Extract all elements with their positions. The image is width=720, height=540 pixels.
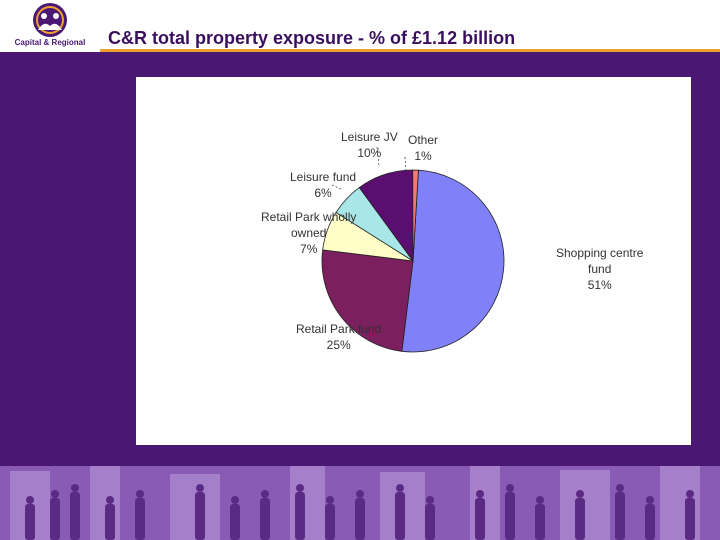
slice-name-label: Leisure fund xyxy=(290,170,357,184)
silhouette-head xyxy=(51,490,59,498)
silhouette-body xyxy=(575,498,585,540)
slice-name-label: Other xyxy=(408,133,439,147)
silhouette-body xyxy=(195,492,205,540)
slice-label: Retail Park fund 25% xyxy=(296,321,381,353)
silhouette-head xyxy=(26,496,34,504)
slice-label: Leisure fund 6% xyxy=(290,169,356,201)
silhouette-head xyxy=(536,496,544,504)
silhouette-body xyxy=(475,498,485,540)
silhouette-body xyxy=(230,504,240,540)
silhouette-head xyxy=(71,484,79,492)
silhouette-body xyxy=(295,492,305,540)
slice-value-label: 7% xyxy=(300,242,318,256)
slice-name-label: Retail Park wholly xyxy=(261,210,357,224)
slice-value-label: 51% xyxy=(587,278,612,292)
silhouette-head xyxy=(356,490,364,498)
pie-chart xyxy=(316,146,505,353)
silhouette-body xyxy=(70,492,80,540)
slice-name-label: fund xyxy=(588,262,612,276)
silhouette-body xyxy=(260,498,270,540)
slice-value-label: 6% xyxy=(314,186,332,200)
leader-line xyxy=(404,156,407,172)
silhouette-body xyxy=(505,492,515,540)
silhouette-body xyxy=(615,492,625,540)
title-bar: C&R total property exposure - % of £1.12… xyxy=(100,0,720,52)
silhouette-body xyxy=(105,504,115,540)
silhouette-body xyxy=(135,498,145,540)
silhouette-head xyxy=(296,484,304,492)
slice-label: Shopping centre fund 51% xyxy=(556,245,643,293)
page-title: C&R total property exposure - % of £1.12… xyxy=(108,28,516,48)
logo-icon xyxy=(33,3,67,37)
slice-label: Leisure JV 10% xyxy=(341,129,398,161)
silhouette-head xyxy=(396,484,404,492)
footer-decoration xyxy=(0,466,720,540)
slice-name-label: Leisure JV xyxy=(341,130,398,144)
silhouette-head xyxy=(506,484,514,492)
people-silhouette-decoration xyxy=(0,466,720,540)
slice-label: Other 1% xyxy=(408,132,438,164)
logo-text: Capital & Regional xyxy=(14,38,86,47)
silhouette-body xyxy=(50,498,60,540)
header-bar: Capital & Regional C&R total property ex… xyxy=(0,0,720,52)
silhouette-head xyxy=(576,490,584,498)
leader-line xyxy=(376,146,380,166)
silhouette-body xyxy=(685,498,695,540)
silhouette-body xyxy=(645,504,655,540)
slice-value-label: 25% xyxy=(326,338,351,352)
silhouette-head xyxy=(196,484,204,492)
silhouette-body xyxy=(425,504,435,540)
silhouette-body xyxy=(355,498,365,540)
silhouette-head xyxy=(261,490,269,498)
silhouette-head xyxy=(646,496,654,504)
silhouette-body xyxy=(25,504,35,540)
silhouette-head xyxy=(426,496,434,504)
slice-name-label: owned xyxy=(291,226,327,240)
silhouette-head xyxy=(106,496,114,504)
slice-value-label: 1% xyxy=(414,149,432,163)
company-logo: Capital & Regional xyxy=(0,0,100,52)
slice-value-label: 10% xyxy=(357,146,382,160)
silhouette-body xyxy=(535,504,545,540)
silhouette-head xyxy=(231,496,239,504)
slice-label: Retail Park wholly owned 7% xyxy=(261,209,356,257)
silhouette-head xyxy=(136,490,144,498)
silhouette-head xyxy=(476,490,484,498)
leader-line xyxy=(331,184,342,190)
silhouette-body xyxy=(395,492,405,540)
chart-panel: Shopping centre fund 51% Retail Park fund 25… xyxy=(136,77,691,445)
pie-slice xyxy=(412,169,419,262)
slice-name-label: Retail Park fund xyxy=(296,322,382,336)
silhouette-head xyxy=(686,490,694,498)
pie-slice xyxy=(321,249,414,352)
pie-slice xyxy=(401,169,505,353)
slice-name-label: Shopping centre xyxy=(556,246,644,260)
silhouette-head xyxy=(616,484,624,492)
silhouette-body xyxy=(325,504,335,540)
silhouette-head xyxy=(326,496,334,504)
